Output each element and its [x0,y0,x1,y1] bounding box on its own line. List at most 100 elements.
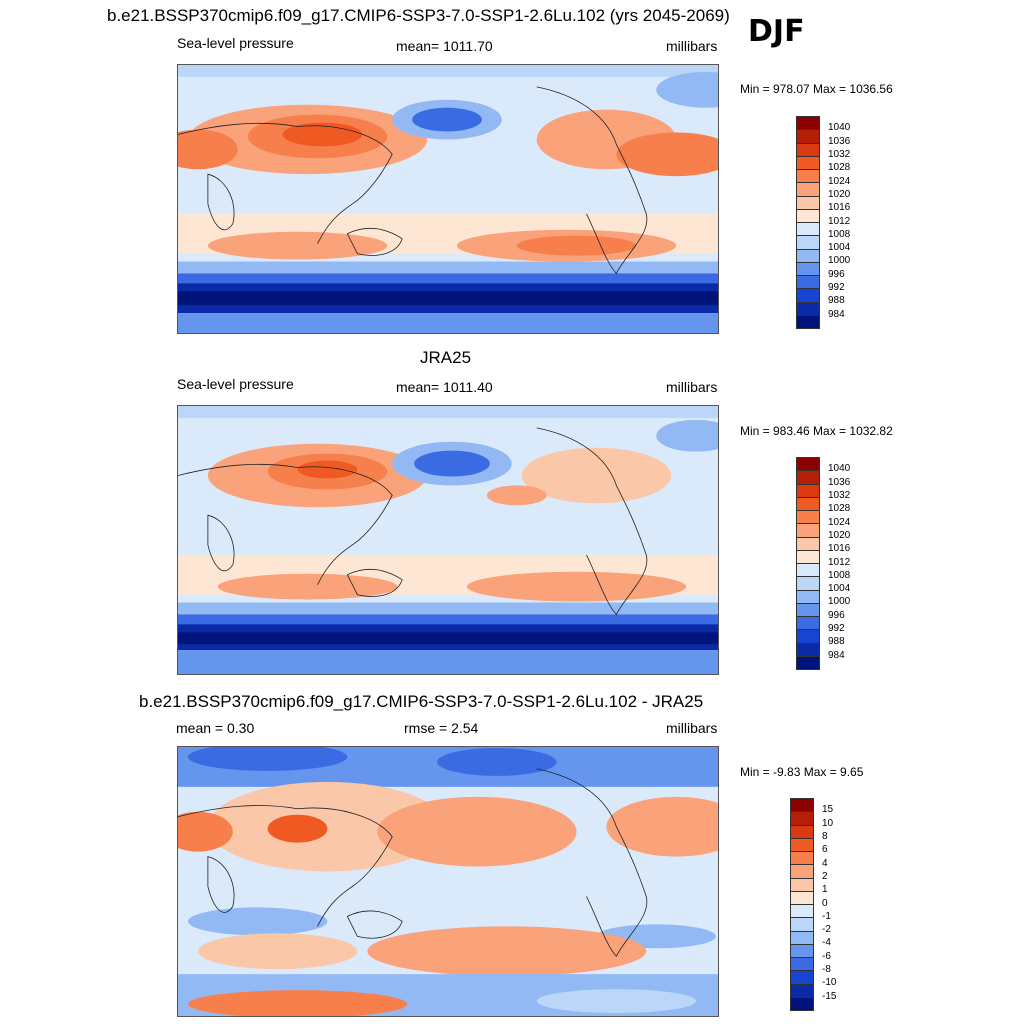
panel1-colorbar-swatch [797,170,819,184]
panel3-colorbar-tick-label: -6 [822,950,831,962]
panel2-colorbar-swatch [797,603,819,617]
panel2-map-svg [178,406,718,674]
panel1-colorbar-tick-label: 992 [828,282,845,294]
panel1-colorbar-tick-label: 1024 [828,175,851,187]
panel1-colorbar-swatch [797,249,819,263]
panel1-map-svg [178,65,718,333]
panel3-colorbar-swatch [791,958,813,972]
panel1-colorbar-swatch [797,196,819,210]
panel2-colorbar-tick-label: 992 [828,623,845,635]
panel1-colorbar-swatch [797,183,819,197]
panel2-variable-label: Sea-level pressure [177,376,294,392]
panel3-colorbar-swatch [791,812,813,826]
panel3-colorbar-tick-label: -8 [822,964,831,976]
panel2-coastlines [178,427,648,616]
panel3-colorbar-tick-label: -10 [822,977,837,989]
panel3-colorbar-tick-label: -15 [822,990,837,1002]
panel1-minmax: Min = 978.07 Max = 1036.56 [740,82,893,96]
panel3-rmse-label: rmse = 2.54 [404,720,479,736]
panel2-colorbar-tick-label: 996 [828,609,845,621]
panel1-colorbar-swatch [797,236,819,250]
panel1-colorbar-tick-label: 996 [828,268,845,280]
panel3-colorbar-tick-label: 15 [822,804,834,816]
panel2-colorbar-swatch [797,458,819,472]
panel3-units-label: millibars [666,720,718,736]
panel1-colorbar-tick-label: 1040 [828,122,851,134]
panel3-colorbar-swatch [791,905,813,919]
panel3-colorbar-swatch [791,825,813,839]
panel1-colorbar-swatch [797,143,819,157]
panel3-colorbar-swatch [791,918,813,932]
panel1-coastlines [178,86,648,275]
panel3-colorbar-swatch [791,865,813,879]
panel1-colorbar-tick-label: 1012 [828,215,851,227]
panel1-colorbar-swatch [797,209,819,223]
panel1-colorbar-tick-label: 988 [828,295,845,307]
panel3-colorbar-tick-label: 4 [822,857,828,869]
panel1-colorbar-tick-label: 1016 [828,202,851,214]
panel2-colorbar-tick-label: 1040 [828,463,851,475]
panel3-colorbar-swatch [791,944,813,958]
panel3-colorbar-tick-label: 8 [822,830,828,842]
panel1-variable-label: Sea-level pressure [177,35,294,51]
panel1-title: b.e21.BSSP370cmip6.f09_g17.CMIP6-SSP3-7.… [107,6,730,25]
panel3-colorbar-tick-label: 10 [822,817,834,829]
panel2-colorbar-tick-label: 1024 [828,516,851,528]
panel3-colorbar-tick-label: 0 [822,897,828,909]
panel3-colorbar-swatch [791,799,813,813]
panel3-colorbar-swatch [791,891,813,905]
panel1-colorbar-tick-label: 984 [828,308,845,320]
panel3-colorbar-swatch [791,852,813,866]
panel3-colorbar-swatch [791,838,813,852]
panel2-colorbar-tick-label: 1012 [828,556,851,568]
panel2-colorbar-swatch [797,524,819,538]
panel2-units-label: millibars [666,379,718,395]
panel2-colorbar-tick-label: 1008 [828,569,851,581]
panel2-colorbar-swatch [797,577,819,591]
panel2-minmax: Min = 983.46 Max = 1032.82 [740,424,893,438]
season-label: DJF [748,14,805,49]
panel3-colorbar-tick-label: 1 [822,884,828,896]
panel2-mean-label: mean= 1011.40 [396,379,493,395]
panel2-colorbar-tick-label: 1016 [828,543,851,555]
panel3-title: b.e21.BSSP370cmip6.f09_g17.CMIP6-SSP3-7.… [139,692,704,711]
panel3-colorbar-swatch [791,931,813,945]
panel3-colorbar-tick-label: -4 [822,937,831,949]
panel1-colorbar-tick-label: 1008 [828,228,851,240]
panel3-colorbar-swatch [791,997,813,1010]
panel1-colorbar-swatch [797,289,819,303]
panel2-colorbar-tick-label: 1004 [828,583,851,595]
panel2-colorbar-tick-label: 1032 [828,489,851,501]
panel1-colorbar-tick-label: 1032 [828,148,851,160]
panel3-colorbar-swatch [791,984,813,998]
panel1-mean-label: mean= 1011.70 [396,38,493,54]
panel2-colorbar-swatch [797,643,819,657]
panel1-colorbar-tick-label: 1028 [828,162,851,174]
panel2-title: JRA25 [420,348,472,367]
panel3-map-svg [178,747,718,1016]
panel2-colorbar-swatch [797,497,819,511]
panel3-colorbar-tick-label: -2 [822,924,831,936]
panel1-colorbar-tick-label: 1020 [828,188,851,200]
panel2-colorbar-swatch [797,471,819,485]
panel2-colorbar [796,457,820,670]
panel2-colorbar-swatch [797,550,819,564]
panel1-colorbar-tick-label: 1004 [828,242,851,254]
panel2-colorbar-swatch [797,590,819,604]
panel1-colorbar-swatch [797,156,819,170]
panel2-colorbar-swatch [797,537,819,551]
panel1-map [177,64,719,334]
panel1-colorbar [796,116,820,329]
panel1-colorbar-swatch [797,117,819,131]
panel1-colorbar-tick-label: 1000 [828,255,851,267]
panel1-colorbar-tick-label: 1036 [828,135,851,147]
panel2-colorbar-swatch [797,511,819,525]
panel3-coastlines [178,768,648,957]
panel3-minmax: Min = -9.83 Max = 9.65 [740,765,864,779]
panel2-map [177,405,719,675]
panel3-colorbar-tick-label: 2 [822,870,828,882]
panel2-colorbar-swatch [797,617,819,631]
panel2-colorbar-tick-label: 1028 [828,503,851,515]
panel1-colorbar-swatch [797,223,819,237]
panel3-colorbar-swatch [791,878,813,892]
